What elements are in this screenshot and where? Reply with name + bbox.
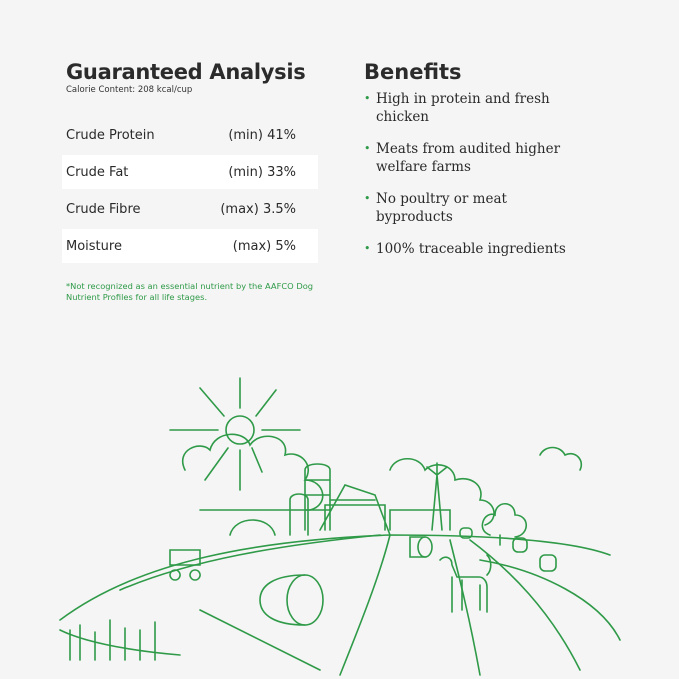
table-row: Crude Fibre (max) 3.5% (62, 192, 318, 226)
analysis-table: Crude Protein (min) 41% Crude Fat (min) 33… (62, 118, 318, 266)
tree-icon (481, 502, 528, 546)
dog-icon (439, 554, 492, 613)
benefit-text: Meats from audited higher welfare farms (376, 141, 561, 175)
clouds (181, 433, 583, 526)
nutrient-value: (min) 41% (228, 127, 296, 143)
fields (59, 534, 621, 676)
tractor-icon (169, 549, 201, 581)
list-item: High in protein and fresh chicken (364, 90, 566, 126)
list-item: No poultry or meat byproducts (364, 190, 566, 226)
footnote: *Not recognized as an essential nutrient… (66, 281, 314, 302)
windmill-icon (426, 462, 448, 531)
table-row: Crude Protein (min) 41% (62, 118, 318, 152)
calorie-content: Calorie Content: 208 kcal/cup (66, 85, 193, 95)
benefit-text: 100% traceable ingredients (376, 241, 566, 257)
nutrient-name: Crude Protein (66, 127, 155, 143)
farm-illustration (59, 377, 621, 676)
sun-icon (169, 377, 301, 491)
table-row: Moisture (max) 5% (62, 229, 318, 263)
nutrient-value: (max) 5% (232, 238, 296, 254)
nutrient-value: (min) 33% (228, 164, 296, 180)
benefits-list: High in protein and fresh chicken Meats … (364, 90, 566, 258)
nutrient-name: Moisture (66, 238, 122, 254)
list-item: Meats from audited higher welfare farms (364, 140, 566, 176)
guaranteed-analysis: Guaranteed Analysis Calorie Content: 208… (66, 60, 326, 95)
nutrient-name: Crude Fat (66, 164, 129, 180)
nutrient-value: (max) 3.5% (220, 201, 296, 217)
benefit-text: No poultry or meat byproducts (376, 191, 507, 225)
benefits: Benefits High in protein and fresh chick… (364, 60, 566, 272)
analysis-title: Guaranteed Analysis (66, 60, 306, 84)
barn (229, 463, 451, 536)
hay-bales (259, 527, 557, 626)
list-item: 100% traceable ingredients (364, 240, 566, 258)
nutrient-name: Crude Fibre (66, 201, 141, 217)
table-row: Crude Fat (min) 33% (62, 155, 318, 189)
benefit-text: High in protein and fresh chicken (376, 91, 550, 125)
benefits-title: Benefits (364, 60, 462, 84)
